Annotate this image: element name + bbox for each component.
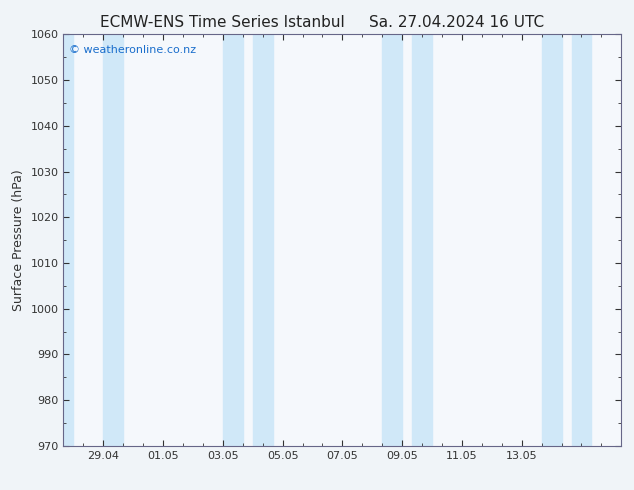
- Bar: [253, 34, 273, 446]
- Bar: [541, 34, 562, 446]
- Y-axis label: Surface Pressure (hPa): Surface Pressure (hPa): [12, 169, 25, 311]
- Text: ECMW-ENS Time Series Istanbul: ECMW-ENS Time Series Istanbul: [100, 15, 344, 30]
- Bar: [571, 34, 592, 446]
- Text: © weatheronline.co.nz: © weatheronline.co.nz: [69, 45, 196, 54]
- Bar: [63, 34, 74, 446]
- Bar: [223, 34, 243, 446]
- Text: Sa. 27.04.2024 16 UTC: Sa. 27.04.2024 16 UTC: [369, 15, 544, 30]
- Bar: [103, 34, 123, 446]
- Bar: [412, 34, 432, 446]
- Bar: [382, 34, 402, 446]
